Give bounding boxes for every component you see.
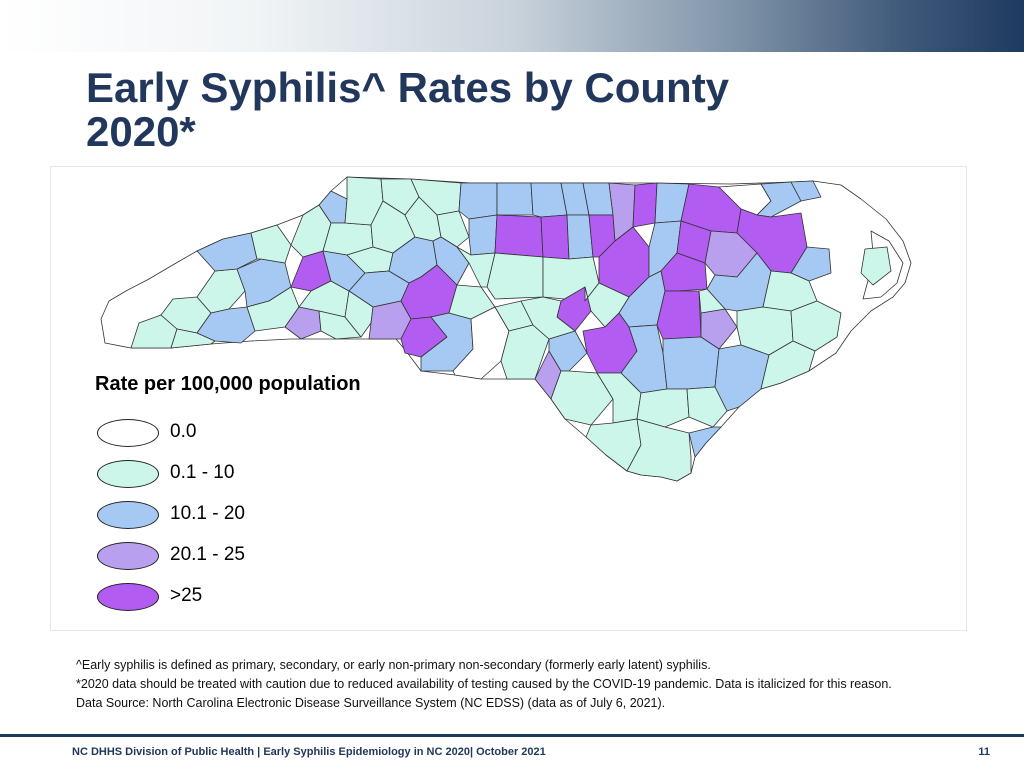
legend-title: Rate per 100,000 population [95,373,361,395]
county-shape [662,336,720,390]
legend-label: 20.1 - 25 [170,544,245,565]
legend-label: 0.1 - 10 [170,462,235,483]
county-shape [436,210,470,248]
page-number: 11 [978,746,990,758]
county-shape [632,182,658,228]
footer-text: NC DHHS Division of Public Health | Earl… [72,746,546,758]
footnote-data-source: Data Source: North Carolina Electronic D… [76,696,666,710]
legend-swatch [97,542,159,570]
county-shape [494,214,544,258]
header-gradient-band [0,0,1024,52]
county-shape [456,246,496,288]
county-shape [486,252,544,300]
county-shape [196,306,256,344]
county-shape [626,418,692,482]
county-shape [566,214,594,260]
legend-swatch [97,419,159,447]
footnote-caution: *2020 data should be treated with cautio… [76,677,892,691]
county-shape [714,344,770,412]
county-shape [540,214,570,260]
legend-swatch [97,583,159,611]
footer-rule [0,734,1024,737]
county-shape [458,182,498,220]
legend-label: >25 [170,585,203,606]
map-legend: Rate per 100,000 population 0.0 0.1 - 10… [95,373,435,613]
county-shape [686,386,728,428]
legend-item-highest: >25 [95,581,395,613]
county-shape [520,296,576,340]
county-shape [656,290,702,340]
county-shape [468,214,498,256]
legend-label: 0.0 [170,421,197,442]
map-panel [50,166,967,631]
county-shape [790,180,822,202]
slide-title: Early Syphilis^ Rates by County 2020* [86,64,730,155]
county-shape [496,182,534,216]
footnote-definition: ^Early syphilis is defined as primary, s… [76,658,711,672]
footnotes: ^Early syphilis is defined as primary, s… [76,656,976,713]
nc-county-map [100,176,912,482]
legend-item-high: 20.1 - 25 [95,540,395,572]
legend-swatch [97,501,159,529]
county-shape [698,288,726,314]
county-shape [760,340,816,390]
legend-item-low: 0.1 - 10 [95,458,395,490]
legend-item-zero: 0.0 [95,417,395,449]
legend-swatch [97,460,159,488]
legend-label: 10.1 - 20 [170,503,245,524]
legend-item-medium: 10.1 - 20 [95,499,395,531]
county-shape [860,246,892,286]
county-shape [688,426,722,458]
